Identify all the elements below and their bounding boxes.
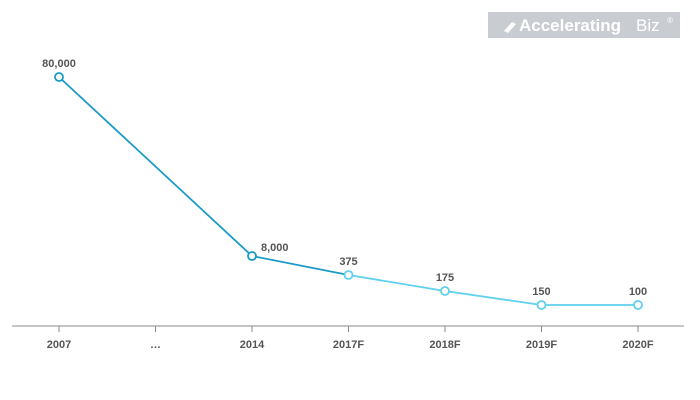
series-segment <box>58 76 253 257</box>
data-point-marker <box>536 300 547 310</box>
x-tick-label: 2019F <box>526 339 557 351</box>
logo-background <box>488 12 680 38</box>
x-axis-ticks <box>58 326 639 332</box>
data-label: 80,000 <box>42 58 76 70</box>
data-point-marker <box>343 270 354 280</box>
data-label: 375 <box>339 256 357 268</box>
series-segment <box>348 274 446 292</box>
logo-trademark: ® <box>667 16 673 25</box>
series-segment <box>251 255 349 276</box>
data-point-marker <box>633 300 643 310</box>
data-label: 8,000 <box>261 242 289 254</box>
logo-text-main: Accelerating <box>519 16 621 35</box>
data-point-marker <box>54 72 64 82</box>
x-tick-label: 2007 <box>47 339 71 351</box>
x-tick-label: 2020F <box>622 339 653 351</box>
data-point-marker <box>440 286 450 296</box>
x-tick-label: 2014 <box>240 339 265 351</box>
series-segment <box>444 290 542 306</box>
x-tick-label: 2017F <box>333 339 364 351</box>
data-label: 100 <box>629 286 647 298</box>
data-point-marker <box>247 251 257 261</box>
logo-text-light: Biz <box>636 16 660 35</box>
x-tick-label: 2018F <box>429 339 460 351</box>
x-axis-tick-labels: 2007 … 2014 2017F 2018F 2019F 2020F <box>47 339 654 351</box>
data-label: 175 <box>436 272 454 284</box>
data-labels: 80,000 8,000 375 175 150 100 <box>42 58 647 298</box>
logo-swoosh-icon <box>504 22 516 33</box>
x-tick-label: … <box>150 339 161 351</box>
data-label: 150 <box>532 286 550 298</box>
series-line <box>58 76 638 306</box>
logo: Accelerating Biz ® <box>488 12 680 38</box>
series-markers <box>54 72 643 310</box>
